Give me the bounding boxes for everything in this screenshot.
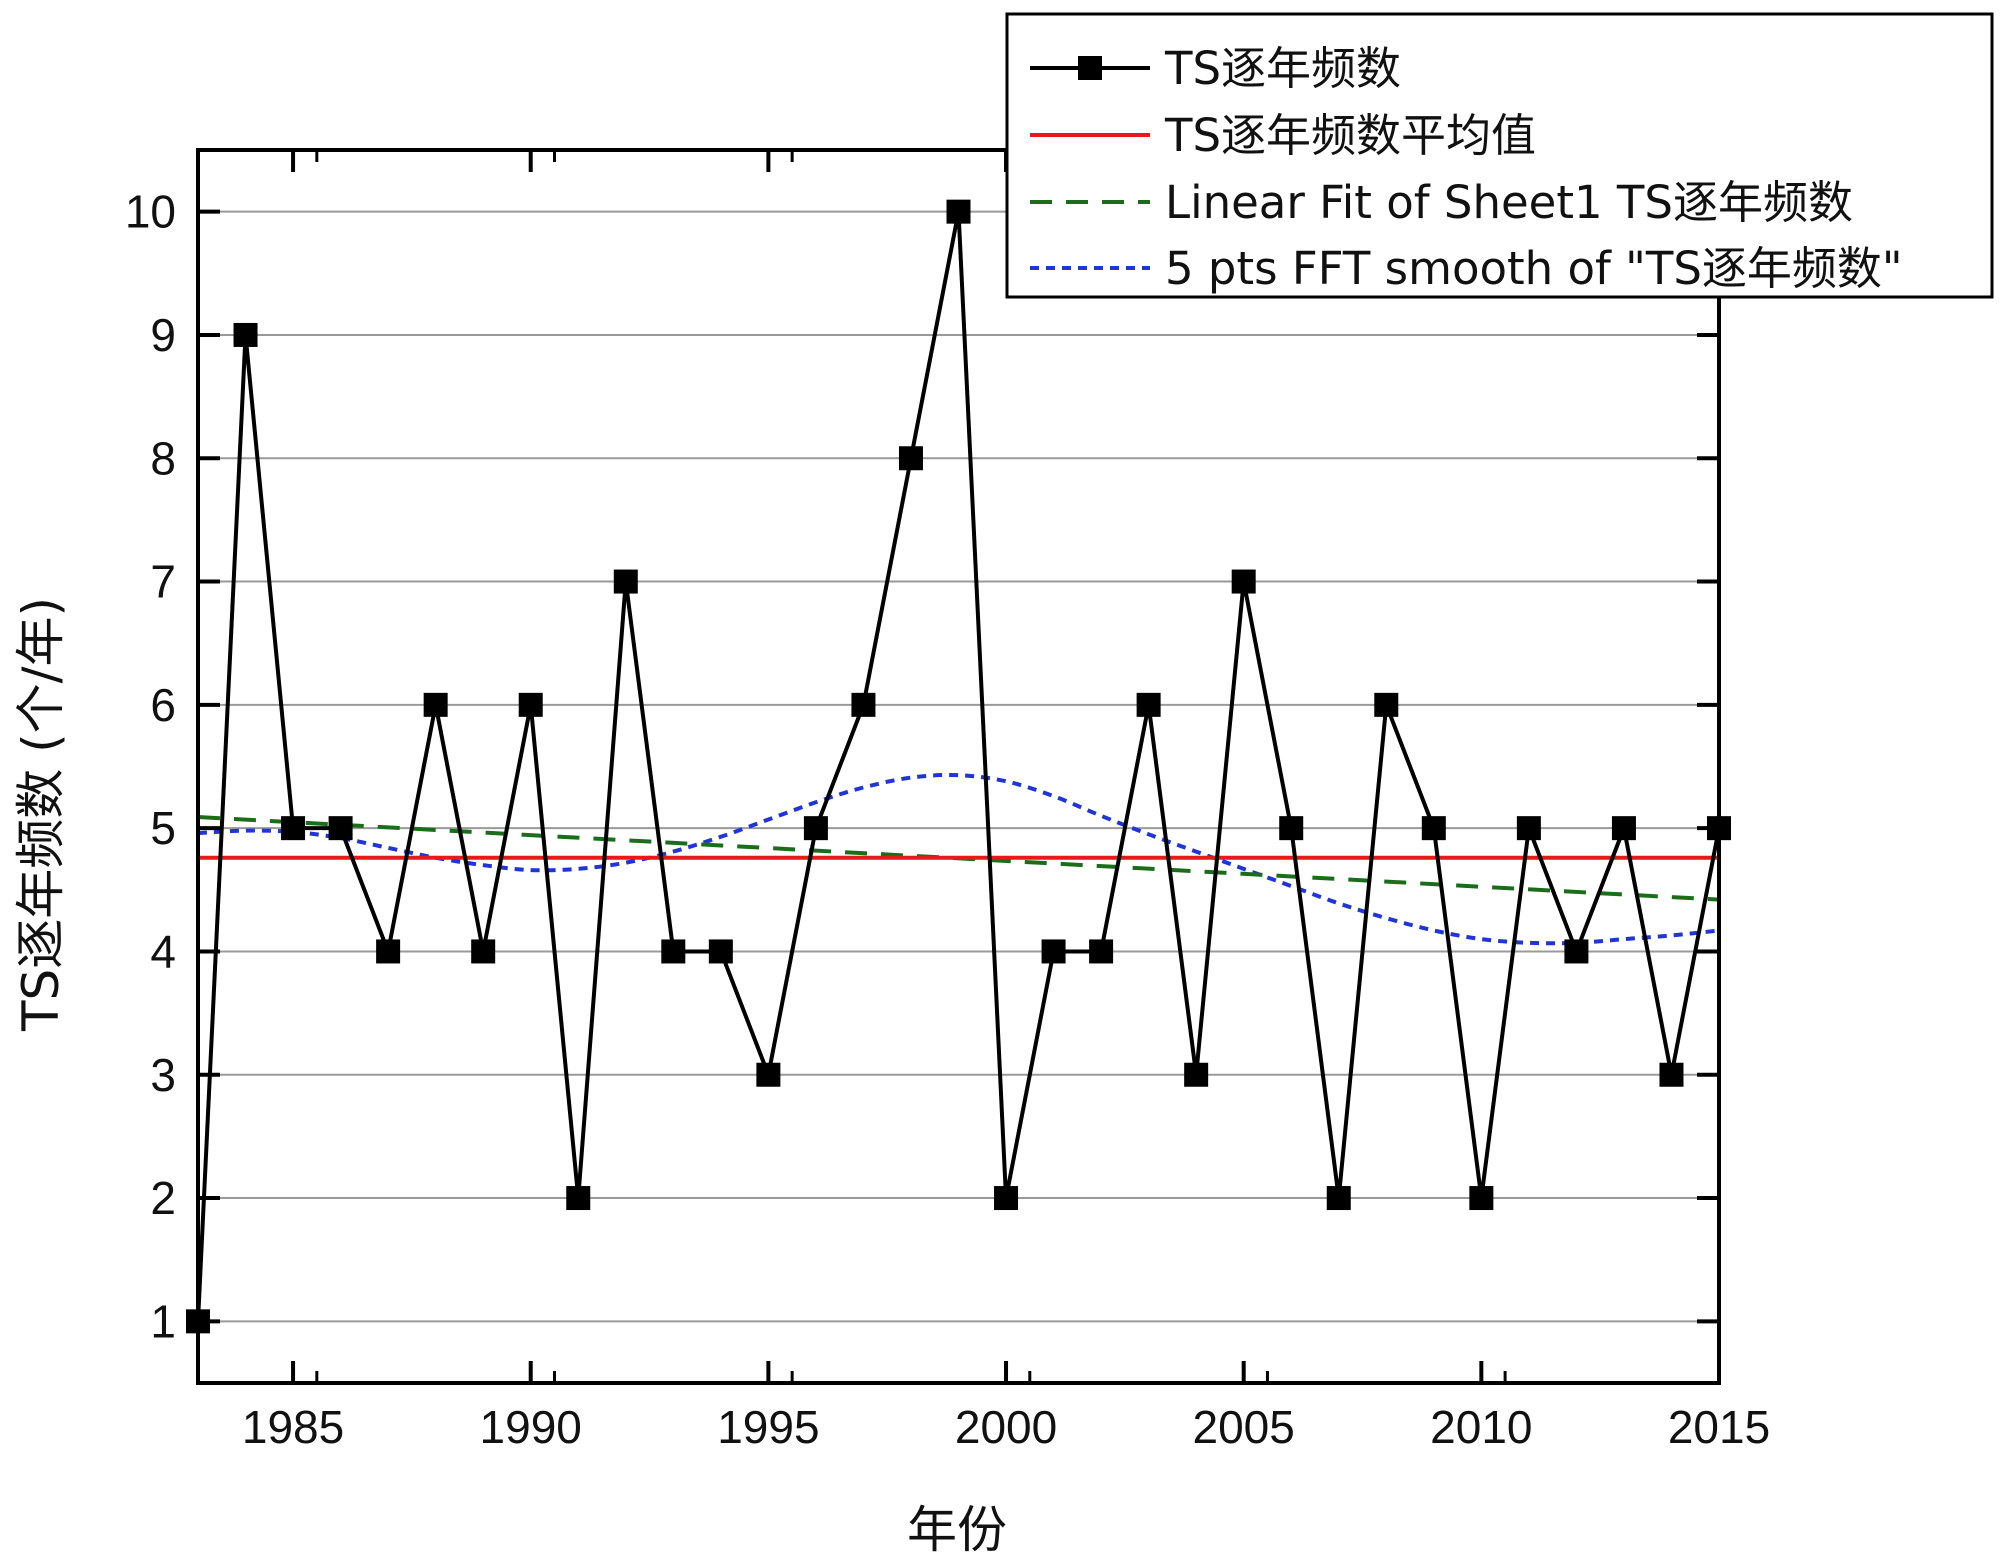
data-point [566,1186,591,1211]
data-point [756,1062,781,1087]
y-tick-label: 4 [150,925,176,977]
y-tick-label: 2 [150,1172,176,1224]
y-tick-label: 9 [150,309,176,361]
data-point [281,816,306,841]
y-tick-label: 1 [150,1295,176,1347]
y-tick-label: 7 [150,556,176,608]
data-point [1231,569,1256,594]
y-tick-label: 8 [150,432,176,484]
legend-label-linear-fit: Linear Fit of Sheet1 TS逐年频数 [1165,176,1853,229]
data-point [233,322,258,347]
data-point [803,816,828,841]
data-point [1469,1186,1494,1211]
legend-label-ts-frequency: TS逐年频数 [1164,42,1401,95]
y-tick-label: 6 [150,679,176,731]
data-point [1326,1186,1351,1211]
x-tick-label: 1990 [480,1401,582,1453]
tick-labels: 1 2 3 4 5 6 7 8 9 10 1985 1990 1995 2000 2005 2010 2015 [125,186,1770,1453]
data-point [613,569,638,594]
data-point [1611,816,1636,841]
legend: TS逐年频数 TS逐年频数平均值 Linear Fit of Sheet1 TS逐年… [1005,12,1994,299]
y-axis-title: TS逐年频数 (个/年) [12,597,70,1032]
data-point [1136,692,1161,717]
data-point [376,939,401,964]
legend-label-fft-smooth: 5 pts FFT smooth of "TS逐年频数" [1165,242,1903,295]
x-tick-label: 1995 [717,1401,819,1453]
y-tick-label: 3 [150,1049,176,1101]
data-point [946,199,971,224]
data-point [1089,939,1114,964]
data-point [518,692,543,717]
y-tick-label: 5 [150,802,176,854]
data-point [328,816,353,841]
y-tick-label: 10 [125,186,176,238]
data-point [423,692,448,717]
data-point [661,939,686,964]
data-point [1184,1062,1209,1087]
data-point [1421,816,1446,841]
data-point [1279,816,1304,841]
legend-marker-ts-frequency [1078,56,1102,80]
plot-frame [196,148,1721,1385]
data-point [994,1186,1019,1211]
data-point [1516,816,1541,841]
x-tick-label: 2005 [1193,1401,1295,1453]
legend-label-mean: TS逐年频数平均值 [1164,109,1536,162]
data-point [708,939,733,964]
x-tick-label: 2010 [1430,1401,1532,1453]
x-tick-label: 2015 [1668,1401,1770,1453]
series-layer [198,211,1719,1322]
x-axis-title: 年份 [907,1501,1007,1559]
legend-box [1005,12,1994,299]
ts-frequency-line [198,211,1719,1322]
data-point [471,939,496,964]
data-point [1707,816,1731,841]
data-point [898,446,923,471]
data-point [186,1309,210,1334]
data-point [1659,1062,1684,1087]
data-point [1041,939,1066,964]
x-tick-label: 1985 [242,1401,344,1453]
data-point [851,692,876,717]
fft-smooth-line [198,772,1719,946]
x-tick-label: 2000 [955,1401,1057,1453]
data-point [1374,692,1399,717]
grid-lines [198,210,1719,1323]
data-point [1564,939,1589,964]
